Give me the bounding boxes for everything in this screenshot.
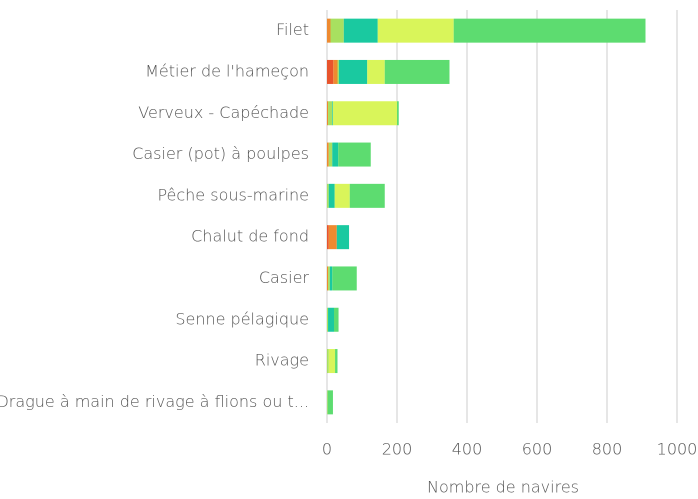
x-tick-label: 400 (452, 440, 483, 459)
y-tick-label: Rivage (255, 351, 309, 370)
bar-segment (343, 18, 378, 43)
bar-segment (335, 349, 338, 374)
y-tick-label: Verveux - Capéchade (138, 103, 309, 122)
bar-segment (328, 349, 336, 374)
bar-segment (338, 59, 368, 84)
bar-segment (336, 225, 350, 250)
bar-segment (329, 266, 333, 291)
bar-segment (327, 59, 334, 84)
bar-segment (397, 101, 399, 126)
bar-segment (328, 266, 330, 291)
bar-segment (334, 183, 350, 208)
y-tick-label: Casier (pot) à poulpes (132, 144, 309, 163)
bar-segment (328, 225, 337, 250)
bar-segment (332, 101, 333, 126)
bar-segment (327, 183, 329, 208)
bar-segment (327, 390, 333, 415)
x-axis-label: Nombre de navires (427, 478, 579, 497)
bar-segment (327, 390, 328, 415)
y-tick-label: Senne pélagique (175, 309, 309, 328)
y-tick-label: Filet (276, 20, 309, 39)
bar-segment (367, 59, 385, 84)
y-tick-label: Chalut de fond (191, 227, 309, 246)
bar-segment (332, 266, 357, 291)
bar-segment (334, 307, 339, 332)
x-tick-label: 0 (322, 440, 332, 459)
x-tick-label: 1000 (657, 440, 698, 459)
bar-segment (377, 18, 454, 43)
bar-segment (384, 59, 450, 84)
x-tick-label: 800 (592, 440, 623, 459)
bar-segment (332, 142, 339, 167)
bar-segment (327, 225, 329, 250)
bar-segment (327, 349, 329, 374)
bar-segment (338, 142, 371, 167)
bar-segment (330, 18, 344, 43)
y-tick-label: Métier de l'hameçon (145, 61, 309, 80)
bar-segment (327, 142, 329, 167)
bar-segment (327, 101, 329, 126)
bar-segment (349, 183, 385, 208)
y-tick-label: Pêche sous-marine (157, 185, 309, 204)
bar-segment (333, 59, 338, 84)
bar-segment (327, 266, 329, 291)
bar-segment (328, 307, 334, 332)
bar-segment (327, 307, 329, 332)
y-tick-label: Casier (259, 268, 310, 287)
x-tick-label: 600 (522, 440, 553, 459)
bar-segment (332, 101, 397, 126)
bar-segment (337, 59, 339, 84)
bar-segment (328, 142, 333, 167)
y-tick-label: Drague à main de rivage à flions ou t... (0, 392, 309, 411)
bar-segment (453, 18, 646, 43)
bar-segment (328, 183, 335, 208)
x-tick-label: 200 (382, 440, 413, 459)
bar-segment (327, 18, 331, 43)
bar-segment (328, 101, 333, 126)
